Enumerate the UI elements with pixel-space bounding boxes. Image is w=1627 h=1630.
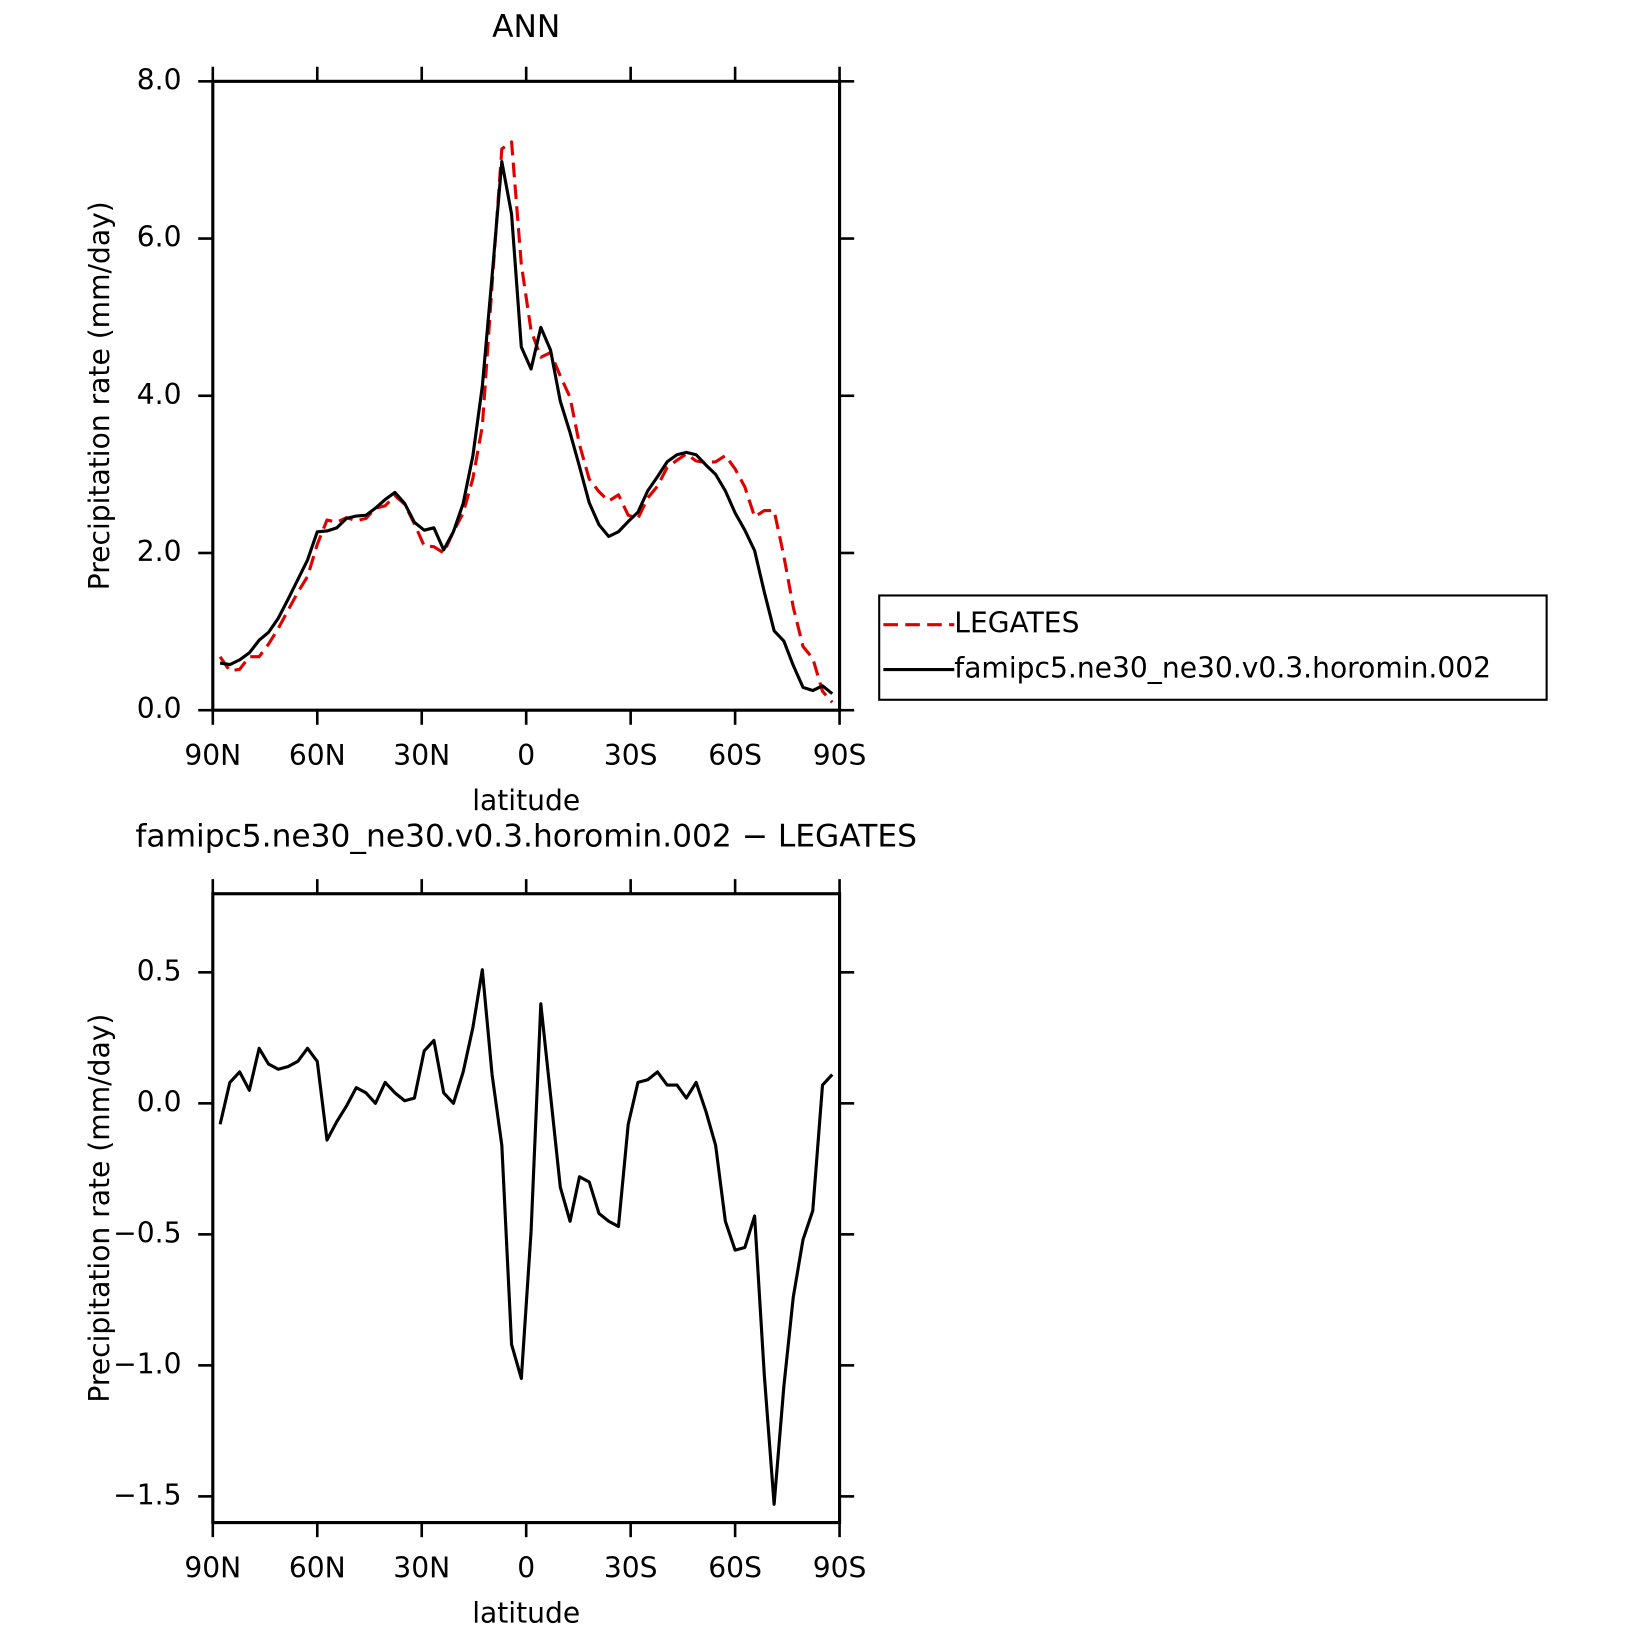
- data-line: [219, 159, 834, 695]
- x-tick-label: 60S: [708, 1552, 762, 1585]
- y-tick-label: 0.0: [137, 692, 182, 725]
- data-line: [218, 140, 834, 704]
- chart-title: ANN: [492, 9, 560, 45]
- x-tick-label: 90N: [184, 1552, 241, 1585]
- x-tick-label: 30S: [604, 739, 658, 772]
- x-axis-label: latitude: [472, 784, 580, 817]
- y-tick-label: 8.0: [137, 63, 182, 96]
- plot-frame: [211, 892, 842, 1525]
- x-tick-label: 90N: [184, 739, 241, 772]
- x-tick-label: 30N: [393, 739, 450, 772]
- chart-title: famipc5.ne30_ne30.v0.3.horomin.002 − LEG…: [135, 818, 917, 854]
- y-tick-label: 0.5: [137, 954, 182, 987]
- y-tick-label: −1.5: [113, 1478, 181, 1511]
- plot-frame: [211, 79, 842, 712]
- y-axis-label: Precipitation rate (mm/day): [83, 201, 116, 590]
- x-tick-label: 60N: [289, 739, 346, 772]
- x-axis-label: latitude: [472, 1596, 580, 1629]
- y-tick-label: 2.0: [137, 535, 182, 568]
- legend-label: LEGATES: [954, 607, 1079, 640]
- legend-label: famipc5.ne30_ne30.v0.3.horomin.002: [954, 652, 1491, 685]
- y-tick-label: −1.0: [113, 1347, 181, 1380]
- legend-box: [878, 594, 1548, 701]
- panel: ANN latitude Precipitation rate (mm/day) 90…: [83, 9, 1548, 817]
- x-tick-label: 90S: [813, 1552, 867, 1585]
- x-tick-label: 30S: [604, 1552, 658, 1585]
- x-tick-label: 0: [517, 739, 535, 772]
- x-tick-label: 60S: [708, 739, 762, 772]
- x-tick-label: 90S: [813, 739, 867, 772]
- x-tick-label: 60N: [289, 1552, 346, 1585]
- y-tick-label: 6.0: [137, 221, 182, 254]
- y-tick-label: −0.5: [113, 1216, 181, 1249]
- y-axis-label: Precipitation rate (mm/day): [83, 1014, 116, 1403]
- data-line: [218, 968, 834, 1506]
- x-tick-label: 0: [517, 1552, 535, 1585]
- legend: LEGATES famipc5.ne30_ne30.v0.3.horomin.00…: [878, 594, 1548, 701]
- y-tick-label: 0.0: [137, 1085, 182, 1118]
- y-tick-label: 4.0: [137, 378, 182, 411]
- panel: famipc5.ne30_ne30.v0.3.horomin.002 − LEG…: [83, 818, 917, 1629]
- x-tick-label: 30N: [393, 1552, 450, 1585]
